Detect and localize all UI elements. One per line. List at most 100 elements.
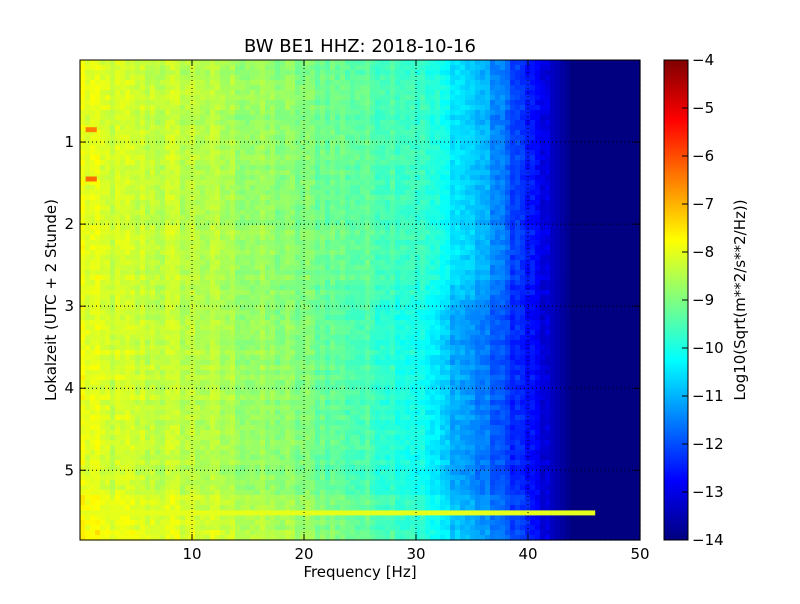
heatmap-cell — [510, 75, 516, 81]
heatmap-cell — [425, 140, 431, 146]
heatmap-cell — [575, 195, 581, 201]
heatmap-cell — [205, 250, 211, 256]
heatmap-cell — [400, 170, 406, 176]
heatmap-cell — [115, 190, 121, 196]
heatmap-cell — [275, 155, 281, 161]
heatmap-cell — [555, 265, 561, 271]
heatmap-cell — [85, 70, 91, 76]
heatmap-cell — [155, 280, 161, 286]
heatmap-cell — [485, 235, 491, 241]
heatmap-cell — [325, 195, 331, 201]
heatmap-cell — [485, 100, 491, 106]
heatmap-cell — [525, 75, 531, 81]
heatmap-cell — [215, 210, 221, 216]
heatmap-cell — [185, 175, 191, 181]
heatmap-cell — [270, 280, 276, 286]
heatmap-cell — [410, 95, 416, 101]
heatmap-cell — [395, 170, 401, 176]
heatmap-cell — [475, 225, 481, 231]
heatmap-cell — [110, 270, 116, 276]
heatmap-cell — [410, 250, 416, 256]
heatmap-cell — [335, 190, 341, 196]
heatmap-cell — [615, 90, 621, 96]
heatmap-cell — [505, 150, 511, 156]
heatmap-cell — [470, 80, 476, 86]
heatmap-cell — [450, 175, 456, 181]
heatmap-cell — [380, 160, 386, 166]
heatmap-cell — [570, 150, 576, 156]
heatmap-cell — [340, 80, 346, 86]
heatmap-cell — [140, 205, 146, 211]
heatmap-cell — [220, 70, 226, 76]
heatmap-cell — [220, 225, 226, 231]
heatmap-cell — [520, 95, 526, 101]
heatmap-cell — [530, 155, 536, 161]
heatmap-cell — [115, 115, 121, 121]
heatmap-cell — [315, 110, 321, 116]
heatmap-cell — [320, 195, 326, 201]
heatmap-cell — [255, 170, 261, 176]
heatmap-cell — [415, 165, 421, 171]
heatmap-cell — [300, 140, 306, 146]
heatmap-cell — [270, 270, 276, 276]
heatmap-cell — [325, 135, 331, 141]
heatmap-cell — [540, 180, 546, 186]
heatmap-cell — [195, 180, 201, 186]
heatmap-cell — [505, 95, 511, 101]
heatmap-cell — [305, 155, 311, 161]
heatmap-cell — [570, 235, 576, 241]
heatmap-cell — [395, 110, 401, 116]
heatmap-cell — [320, 90, 326, 96]
heatmap-cell — [150, 215, 156, 221]
heatmap-cell — [220, 80, 226, 86]
heatmap-cell — [635, 225, 641, 231]
heatmap-cell — [605, 140, 611, 146]
heatmap-cell — [505, 100, 511, 106]
heatmap-cell — [305, 215, 311, 221]
heatmap-cell — [605, 155, 611, 161]
heatmap-cell — [315, 70, 321, 76]
heatmap-cell — [250, 205, 256, 211]
heatmap-cell — [465, 240, 471, 246]
heatmap-cell — [110, 145, 116, 151]
heatmap-cell — [245, 195, 251, 201]
heatmap-cell — [530, 230, 536, 236]
heatmap-cell — [335, 180, 341, 186]
heatmap-cell — [390, 70, 396, 76]
heatmap-cell — [240, 160, 246, 166]
heatmap-cell — [395, 280, 401, 286]
heatmap-cell — [500, 255, 506, 261]
heatmap-cell — [445, 205, 451, 211]
heatmap-cell — [400, 215, 406, 221]
heatmap-cell — [360, 120, 366, 126]
heatmap-cell — [125, 105, 131, 111]
heatmap-cell — [560, 70, 566, 76]
heatmap-cell — [310, 185, 316, 191]
heatmap-cell — [260, 60, 266, 66]
heatmap-cell — [490, 270, 496, 276]
heatmap-cell — [275, 205, 281, 211]
heatmap-cell — [260, 205, 266, 211]
heatmap-cell — [245, 135, 251, 141]
heatmap-cell — [415, 225, 421, 231]
heatmap-cell — [560, 85, 566, 91]
heatmap-cell — [315, 170, 321, 176]
heatmap-cell — [185, 155, 191, 161]
heatmap-cell — [325, 60, 331, 66]
heatmap-cell — [485, 120, 491, 126]
heatmap-cell — [620, 75, 626, 81]
heatmap-cell — [345, 75, 351, 81]
heatmap-cell — [560, 100, 566, 106]
heatmap-cell — [165, 85, 171, 91]
heatmap-cell — [300, 110, 306, 116]
heatmap-cell — [515, 120, 521, 126]
heatmap-cell — [550, 140, 556, 146]
heatmap-cell — [445, 270, 451, 276]
heatmap-cell — [185, 65, 191, 71]
heatmap-cell — [570, 200, 576, 206]
heatmap-cell — [235, 90, 241, 96]
heatmap-cell — [315, 215, 321, 221]
heatmap-cell — [290, 90, 296, 96]
heatmap-cell — [600, 260, 606, 266]
heatmap-cell — [560, 105, 566, 111]
